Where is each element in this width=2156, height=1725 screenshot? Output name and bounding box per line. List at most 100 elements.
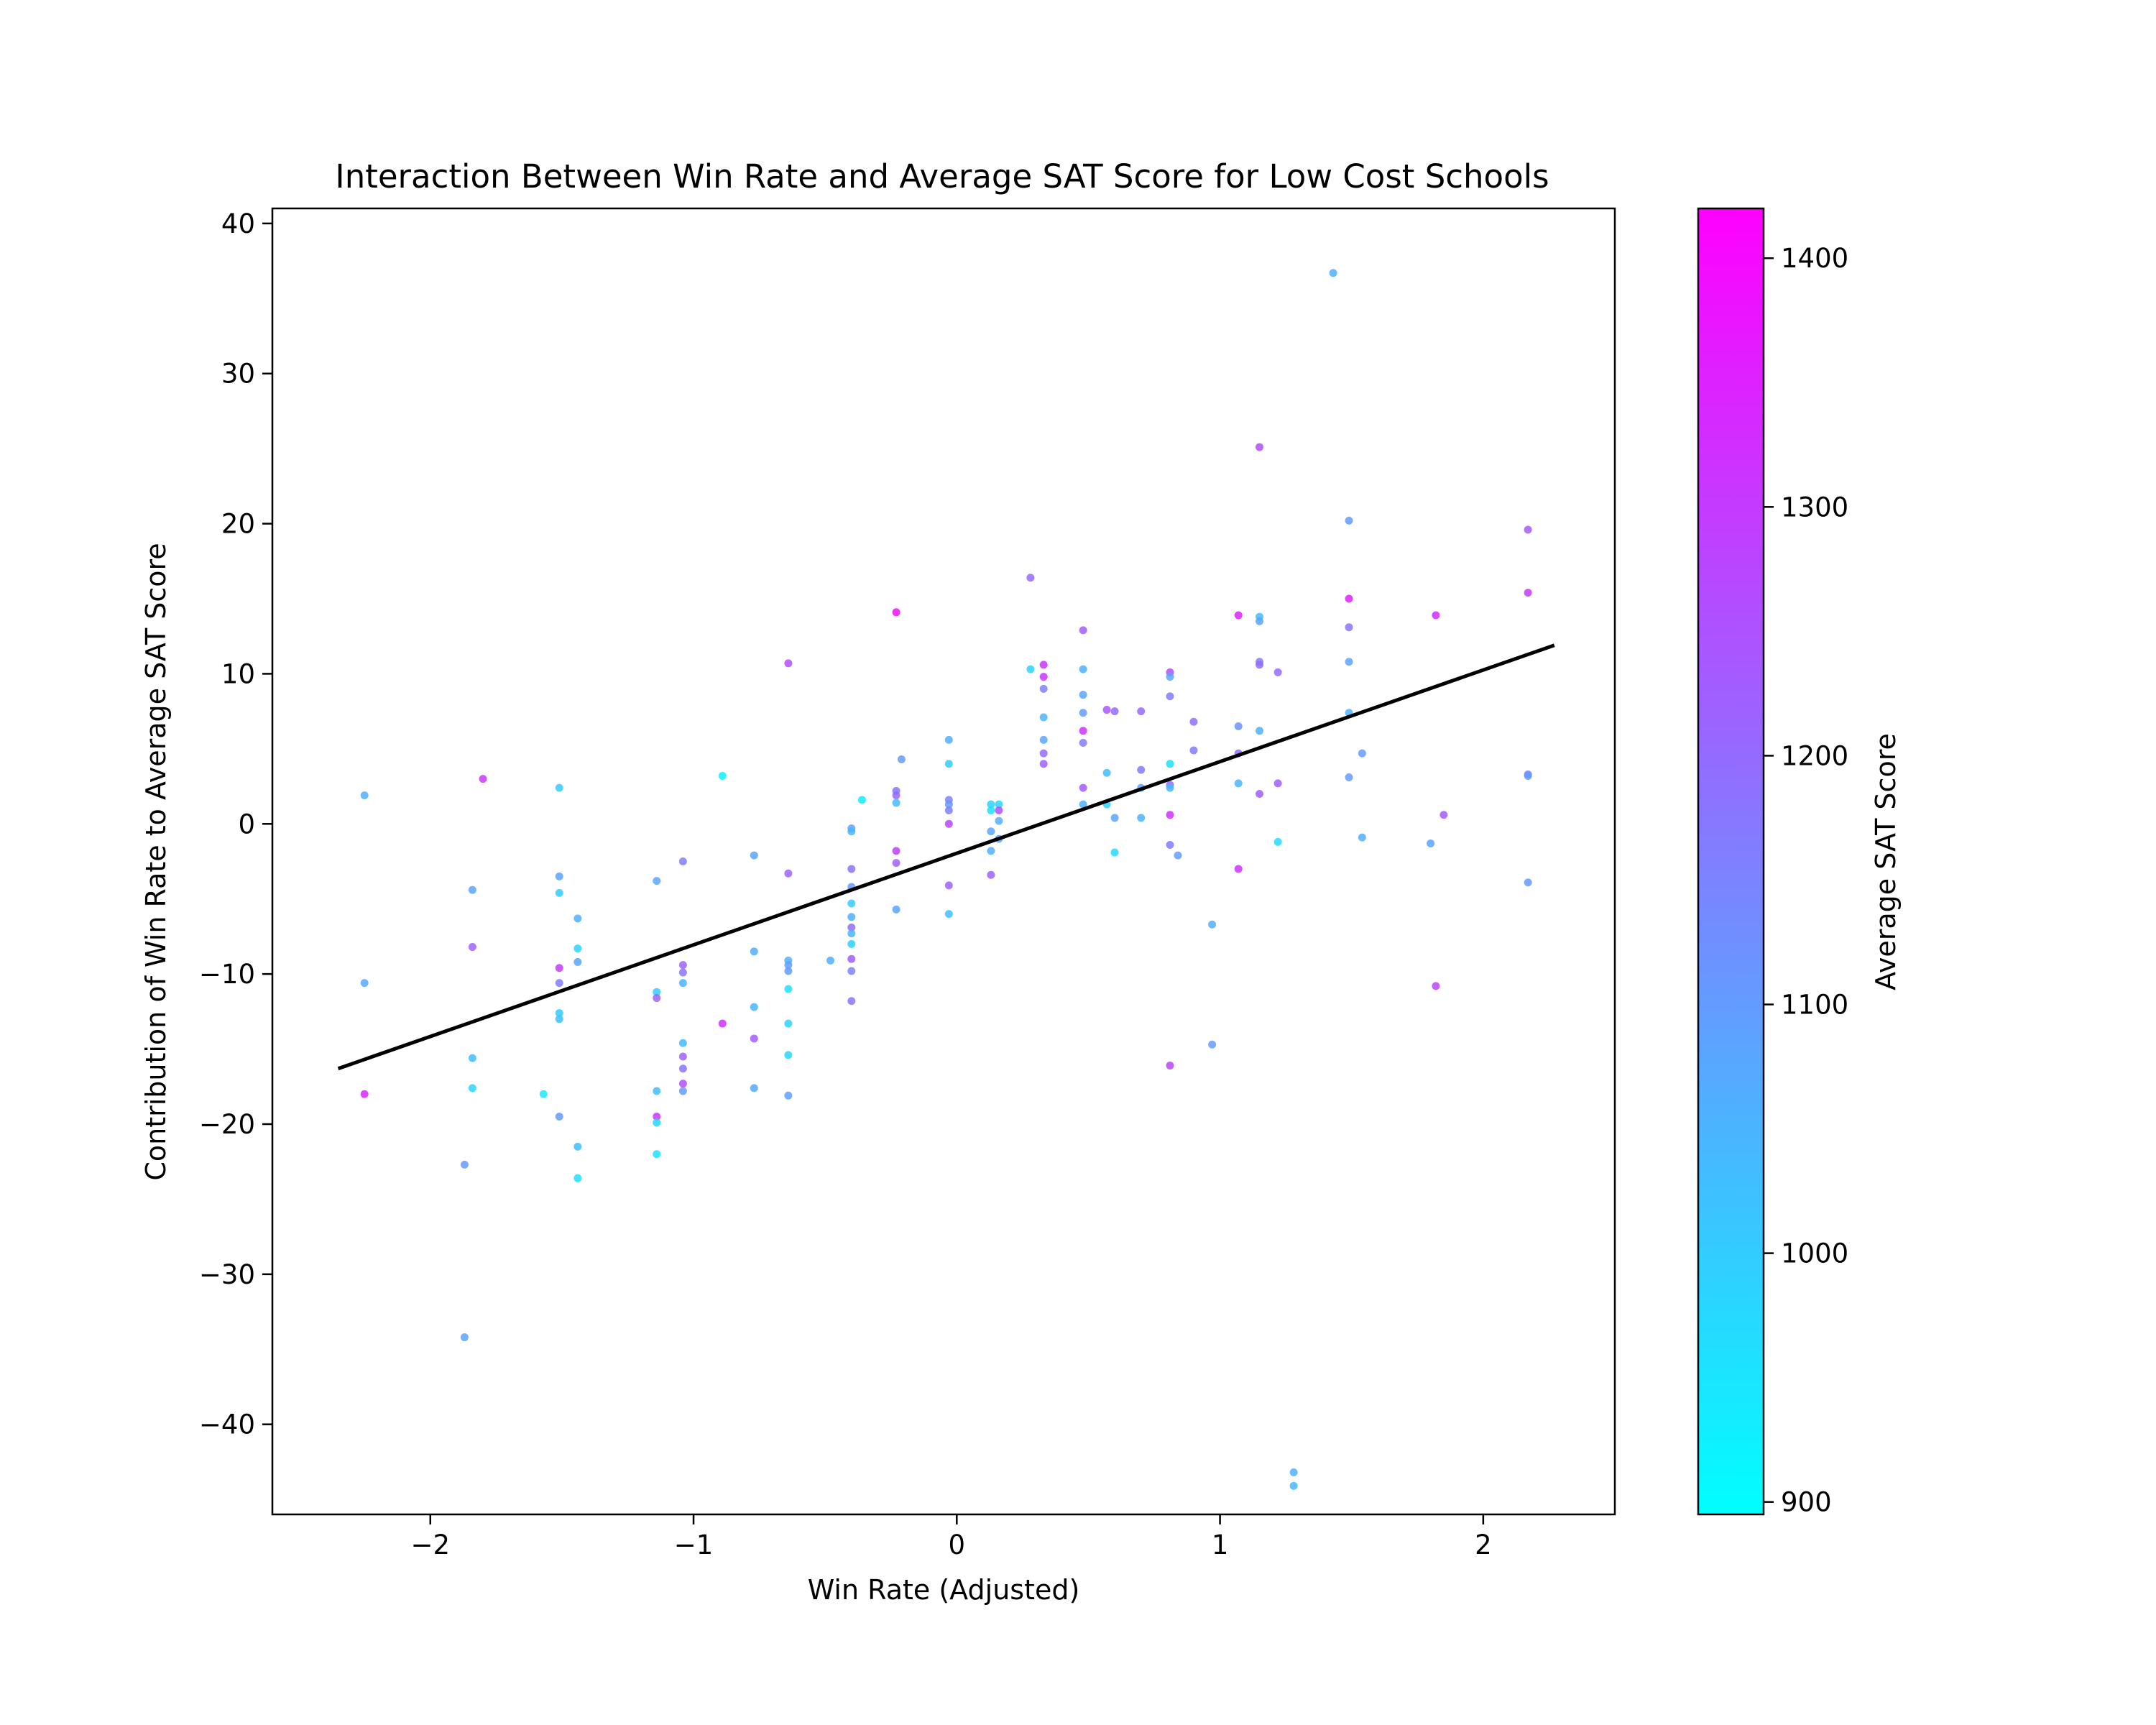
data-point	[892, 859, 900, 868]
data-point	[847, 967, 856, 975]
chart-title: Interaction Between Win Rate and Average…	[335, 157, 1549, 196]
data-point	[995, 816, 1003, 825]
data-point	[555, 888, 563, 897]
data-point	[555, 872, 563, 880]
data-point	[1026, 574, 1035, 582]
data-point	[573, 957, 582, 966]
y-tick-label: −20	[199, 1109, 255, 1140]
data-point	[460, 1333, 469, 1342]
data-point	[460, 1160, 469, 1169]
data-point	[1166, 811, 1174, 819]
data-point	[1289, 1468, 1298, 1477]
y-tick-label: 30	[221, 359, 255, 390]
data-point	[944, 881, 953, 890]
y-tick-label: 0	[238, 809, 255, 840]
data-point	[468, 1084, 476, 1092]
data-point	[468, 886, 476, 894]
data-point	[1524, 525, 1532, 534]
data-point	[944, 760, 953, 768]
data-point	[678, 1080, 687, 1088]
data-point	[1208, 920, 1217, 929]
data-point	[847, 954, 856, 963]
data-point	[653, 994, 661, 1003]
data-point	[573, 1174, 582, 1182]
trend-line	[337, 643, 1555, 1071]
data-point	[1189, 717, 1198, 726]
data-point	[1234, 722, 1243, 731]
data-point	[1524, 878, 1532, 887]
data-point	[653, 1118, 661, 1127]
data-point	[360, 1090, 369, 1098]
data-point	[1039, 735, 1048, 744]
y-axis: −40 −30 −20 −10 0 10 20 30 40	[199, 208, 272, 1440]
data-point	[987, 870, 995, 879]
x-axis-label: Win Rate (Adjusted)	[808, 1574, 1080, 1606]
data-point	[678, 968, 687, 977]
colorbar-tick-label: 1100	[1781, 990, 1848, 1021]
data-point	[1432, 611, 1440, 620]
data-point	[847, 899, 856, 908]
data-point	[987, 806, 995, 814]
data-point	[1256, 790, 1264, 799]
data-point	[678, 1087, 687, 1095]
data-point	[1110, 848, 1119, 857]
data-point	[555, 964, 563, 972]
data-point	[1039, 749, 1048, 758]
data-point	[1189, 746, 1198, 755]
y-tick-label: −30	[199, 1259, 255, 1290]
data-point	[555, 1008, 563, 1017]
data-point	[1039, 760, 1048, 768]
data-point	[995, 806, 1003, 814]
data-point	[718, 771, 727, 780]
y-tick-label: 40	[221, 208, 255, 239]
data-point	[1234, 779, 1243, 788]
data-point	[944, 910, 953, 919]
data-point	[1079, 665, 1087, 673]
colorbar-tick-label: 1200	[1781, 740, 1848, 771]
data-point	[784, 659, 793, 668]
data-point	[987, 800, 995, 809]
data-point	[555, 979, 563, 988]
data-point	[718, 1019, 727, 1028]
data-point	[784, 967, 793, 975]
data-point	[678, 1064, 687, 1073]
x-tick-label: 0	[949, 1530, 966, 1560]
data-point	[1256, 661, 1264, 669]
data-point	[1273, 837, 1282, 846]
data-point	[944, 735, 953, 744]
data-point	[1345, 773, 1353, 782]
data-point	[1166, 692, 1174, 701]
data-point	[1358, 749, 1366, 758]
data-point	[468, 943, 476, 952]
x-tick-label: 2	[1475, 1530, 1492, 1560]
data-point	[1079, 626, 1087, 635]
data-point	[892, 905, 900, 914]
data-point	[653, 877, 661, 886]
data-point	[897, 755, 906, 763]
data-point	[987, 827, 995, 836]
data-point	[1273, 779, 1282, 788]
data-point	[1039, 661, 1048, 669]
data-point	[1439, 811, 1448, 819]
data-point	[1166, 783, 1174, 792]
data-point	[678, 979, 687, 988]
data-point	[892, 608, 900, 617]
colorbar-tick-label: 1300	[1781, 492, 1848, 523]
data-point	[750, 1003, 758, 1011]
x-tick-label: 1	[1212, 1530, 1229, 1560]
colorbar-label: Average SAT Score	[1870, 733, 1902, 990]
data-point	[847, 913, 856, 921]
colorbar-tick-label: 1400	[1781, 243, 1848, 274]
data-point	[539, 1090, 548, 1098]
data-point	[1079, 709, 1087, 717]
y-tick-label: −40	[199, 1409, 255, 1440]
data-point	[468, 1054, 476, 1062]
data-point	[573, 944, 582, 953]
data-point	[1026, 665, 1035, 673]
y-axis-label: Contribution of Win Rate to Average SAT …	[140, 543, 172, 1180]
data-point	[784, 1051, 793, 1059]
data-point	[678, 1052, 687, 1061]
data-point	[1137, 765, 1146, 774]
data-point	[784, 961, 793, 970]
